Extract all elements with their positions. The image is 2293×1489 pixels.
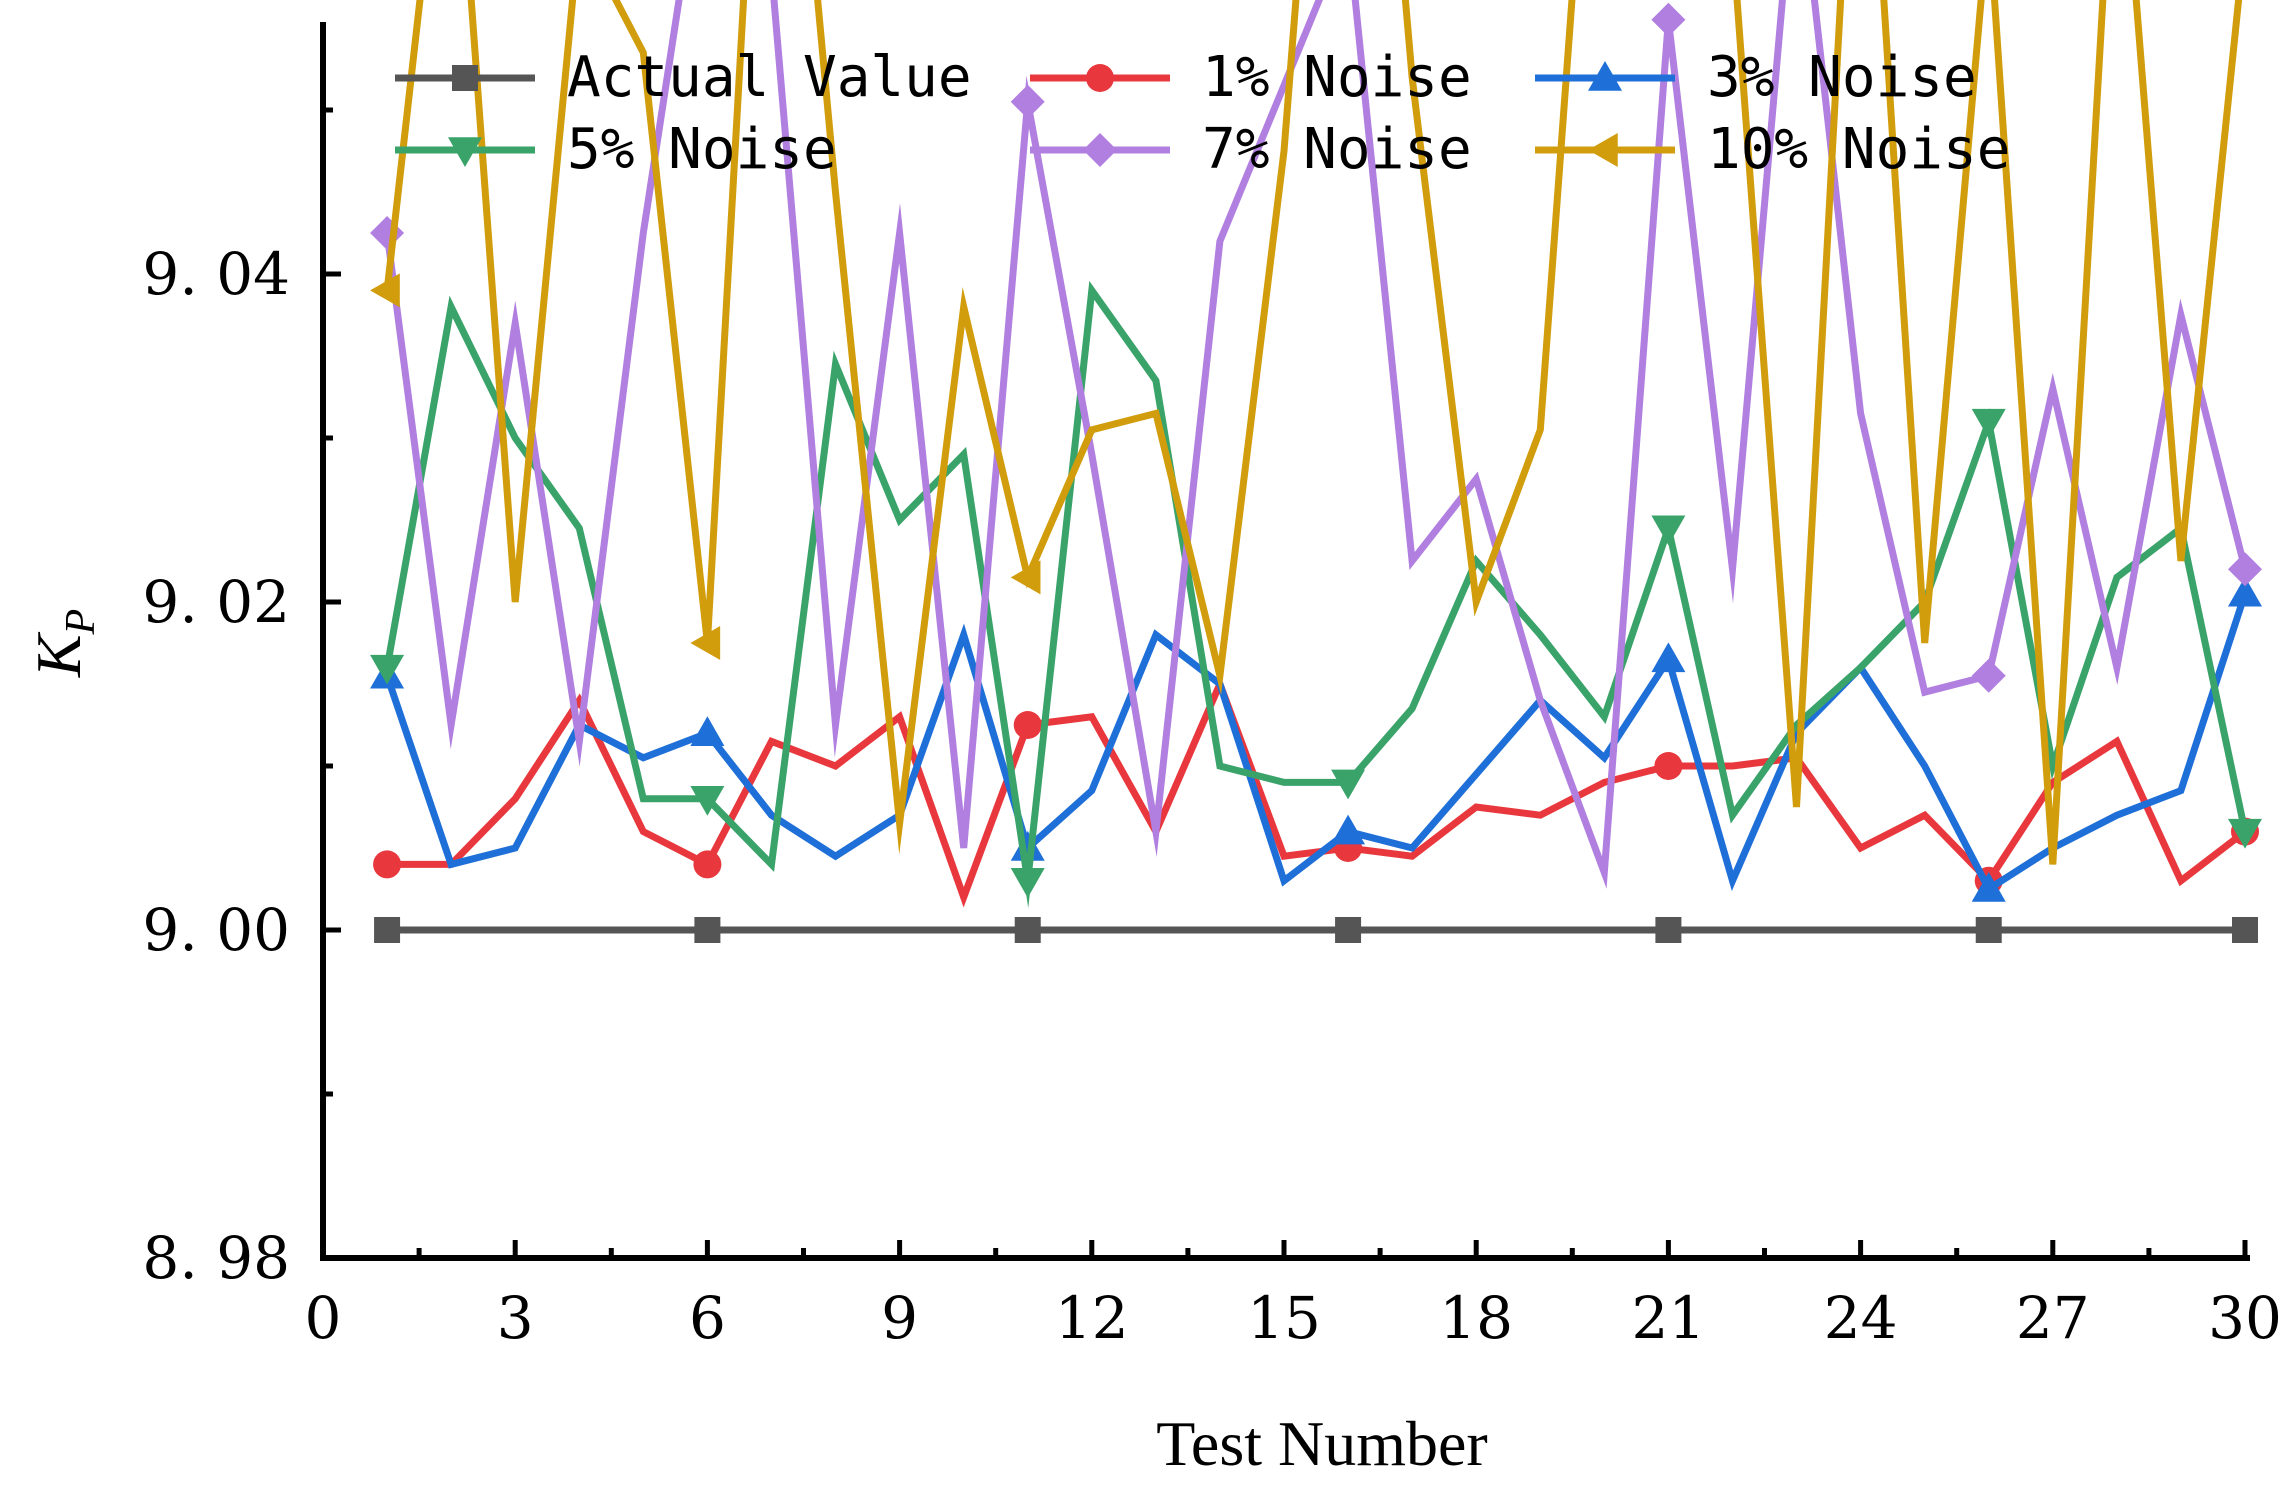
legend-swatch-marker xyxy=(1588,133,1618,167)
data-point xyxy=(1335,917,1362,943)
x-tick-label: 27 xyxy=(2016,1284,2090,1352)
data-point xyxy=(1975,917,2002,943)
series-2 xyxy=(370,576,2262,902)
legend-swatch-marker xyxy=(1588,61,1622,91)
y-axis-title-main: K xyxy=(23,631,94,678)
y-axis-title-sub: P xyxy=(58,609,104,636)
legend-label: 1% Noise xyxy=(1202,45,1472,110)
data-point xyxy=(1014,917,1041,943)
data-point xyxy=(370,273,400,308)
x-tick-label: 9 xyxy=(881,1284,918,1352)
data-point xyxy=(1010,868,1045,898)
x-tick-label: 15 xyxy=(1247,1284,1321,1352)
legend: Actual Value 1% Noise 3% Noise 5% Noise 7% N… xyxy=(395,45,2010,182)
series-0 xyxy=(374,917,2258,943)
x-tick-label: 30 xyxy=(2208,1284,2282,1352)
data-point xyxy=(690,626,721,660)
data-point xyxy=(690,716,725,746)
data-point xyxy=(693,850,722,879)
legend-swatch-marker xyxy=(1086,64,1114,92)
data-point xyxy=(1010,84,1045,119)
legend-label: 10% Noise xyxy=(1707,117,2010,182)
data-point xyxy=(2228,818,2262,849)
data-point xyxy=(1655,917,1682,943)
x-tick-label: 0 xyxy=(305,1284,342,1352)
data-point xyxy=(1971,408,2006,439)
legend-label: Actual Value xyxy=(567,45,972,110)
data-point xyxy=(1651,2,1686,37)
legend-label: 7% Noise xyxy=(1202,117,1472,182)
x-tick-label: 12 xyxy=(1055,1284,1129,1352)
legend-item: 7% Noise xyxy=(1030,117,1472,182)
legend-item: Actual Value xyxy=(395,45,972,110)
data-point xyxy=(1654,752,1683,780)
series-3 xyxy=(370,280,2262,909)
data-point xyxy=(1331,814,1366,845)
legend-item: 3% Noise xyxy=(1535,45,1977,110)
y-tick-label: 9. 02 xyxy=(142,568,290,636)
x-tick-label: 24 xyxy=(1824,1284,1898,1352)
x-tick-label: 18 xyxy=(1439,1284,1513,1352)
data-point xyxy=(370,654,405,685)
x-tick-label: 3 xyxy=(497,1284,534,1352)
data-point xyxy=(1010,560,1041,595)
data-point xyxy=(2228,576,2262,607)
data-point xyxy=(1651,642,1686,673)
legend-label: 3% Noise xyxy=(1707,45,1977,110)
series-5 xyxy=(370,0,2243,865)
series-layer xyxy=(370,0,2262,943)
data-point xyxy=(1010,831,1045,861)
y-tick-label: 8. 98 xyxy=(142,1224,290,1292)
y-tick-label: 9. 04 xyxy=(142,240,290,308)
series-line xyxy=(383,0,2249,889)
data-point xyxy=(2232,917,2258,943)
data-point xyxy=(373,850,402,879)
legend-swatch-marker xyxy=(452,65,478,91)
y-axis-title: KP xyxy=(23,609,104,678)
data-point xyxy=(1331,769,1366,800)
data-point xyxy=(694,917,721,943)
y-tick-label: 9. 00 xyxy=(142,896,290,964)
legend-item: 10% Noise xyxy=(1535,117,2010,182)
x-tick-label: 6 xyxy=(689,1284,726,1352)
legend-label: 5% Noise xyxy=(567,117,837,182)
data-point xyxy=(1971,872,2006,902)
legend-item: 5% Noise xyxy=(395,117,837,182)
data-point xyxy=(1013,711,1042,739)
data-point xyxy=(2228,552,2262,587)
data-point xyxy=(1971,658,2006,693)
data-point xyxy=(1651,515,1686,546)
data-point xyxy=(374,917,401,943)
series-line xyxy=(383,0,2243,865)
x-tick-label: 21 xyxy=(1631,1284,1705,1352)
legend-item: 1% Noise xyxy=(1030,45,1472,110)
data-point xyxy=(690,786,725,816)
legend-swatch-marker xyxy=(448,137,482,167)
series-line xyxy=(383,280,2249,909)
x-axis-title: Test Number xyxy=(1156,1408,1487,1479)
legend-swatch-marker xyxy=(1083,133,1117,167)
